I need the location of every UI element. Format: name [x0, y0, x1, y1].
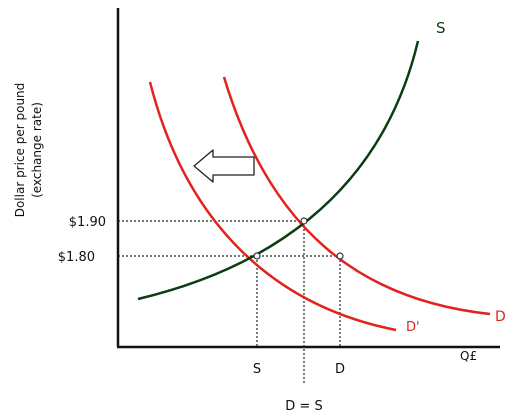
shift-arrow-icon [193, 149, 255, 183]
y-axis-label-line1: Dollar price per pound [13, 83, 27, 218]
price-tick-180: $1.80 [58, 250, 95, 265]
x-axis-label: Q£ [460, 349, 477, 363]
price-tick-190: $1.90 [69, 215, 106, 230]
y-axis-label-line2: (exchange rate) [30, 102, 44, 198]
demand-curve-label: D [495, 309, 506, 325]
quantity-tick-d: D [335, 362, 345, 377]
equilibrium-point-original [300, 217, 308, 225]
demand-shifted-curve-label: D' [406, 320, 420, 335]
supply-curve [137, 40, 420, 301]
equilibrium-quantity-label: D = S [285, 399, 322, 414]
demand-curve-d-prime [148, 81, 397, 332]
demand-curve-d [222, 76, 491, 316]
demand-point-at-180 [336, 252, 344, 260]
supply-curve-label: S [436, 19, 446, 37]
quantity-tick-s: S [253, 362, 261, 377]
equilibrium-point-new [253, 252, 261, 260]
